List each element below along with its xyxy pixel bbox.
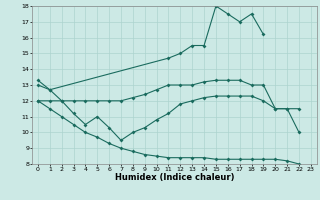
X-axis label: Humidex (Indice chaleur): Humidex (Indice chaleur)	[115, 173, 234, 182]
